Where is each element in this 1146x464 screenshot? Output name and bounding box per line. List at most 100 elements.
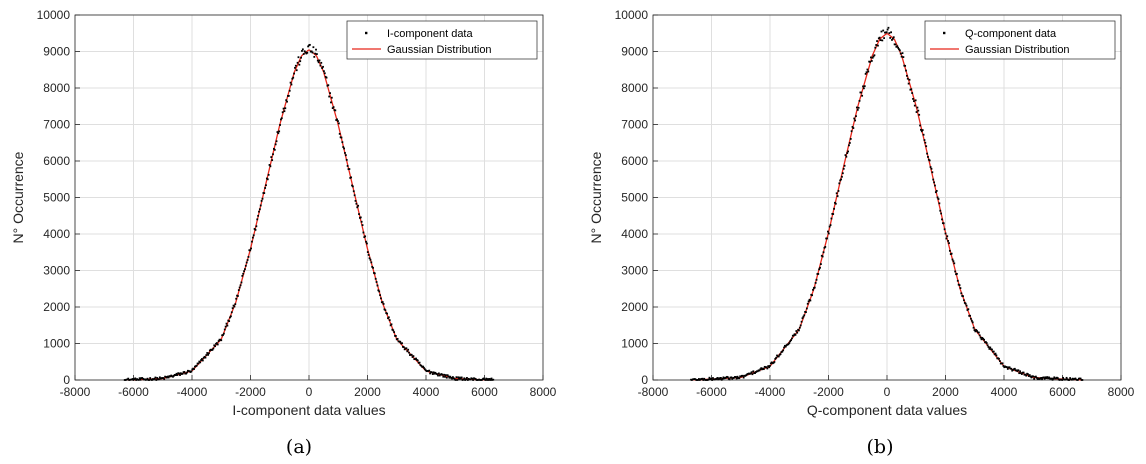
data-point	[956, 279, 959, 282]
data-point	[1013, 367, 1016, 370]
data-point	[838, 182, 841, 185]
data-point	[276, 131, 279, 133]
data-point	[805, 307, 808, 310]
x-tick-label: 0	[884, 385, 891, 399]
data-point	[319, 64, 322, 67]
data-point	[337, 120, 339, 122]
data-point	[812, 288, 814, 291]
data-point	[822, 251, 825, 254]
data-point	[321, 67, 324, 69]
data-point	[1077, 378, 1079, 381]
data-point	[282, 107, 285, 110]
data-point	[698, 378, 700, 380]
data-point	[252, 234, 255, 237]
data-point	[907, 82, 910, 85]
data-point	[913, 104, 916, 107]
data-point	[830, 217, 833, 220]
data-point	[1002, 365, 1005, 367]
data-point	[1024, 373, 1027, 376]
data-point	[719, 377, 722, 379]
data-point	[701, 377, 704, 380]
data-point	[162, 377, 165, 379]
y-tick-label: 4000	[43, 227, 70, 241]
data-point	[163, 378, 166, 381]
data-point	[904, 64, 907, 67]
data-point	[323, 72, 326, 75]
data-point	[330, 101, 332, 104]
data-point	[368, 257, 371, 260]
data-point	[365, 240, 367, 243]
data-point	[381, 301, 384, 303]
data-point	[721, 377, 724, 380]
data-point	[216, 343, 219, 346]
data-point	[927, 156, 929, 158]
data-point	[920, 128, 922, 131]
data-point	[734, 376, 737, 378]
data-point	[277, 132, 280, 135]
data-point	[862, 85, 864, 88]
data-point	[851, 126, 854, 128]
data-point	[438, 374, 441, 377]
data-point	[788, 342, 791, 344]
data-point	[869, 60, 871, 63]
data-point	[765, 366, 768, 369]
data-point	[246, 259, 249, 261]
data-point	[356, 206, 359, 209]
data-point	[487, 378, 489, 380]
data-point	[423, 366, 425, 369]
data-point	[261, 197, 264, 200]
data-point	[448, 376, 451, 379]
data-point	[300, 56, 302, 59]
data-point	[791, 337, 793, 340]
data-point	[230, 315, 232, 318]
data-point	[214, 345, 217, 348]
data-point	[833, 207, 835, 210]
data-point	[208, 352, 210, 355]
data-point	[405, 347, 408, 350]
data-point	[291, 77, 294, 80]
data-point	[280, 117, 283, 120]
data-point	[257, 214, 260, 217]
data-point	[1028, 374, 1031, 376]
data-point	[1006, 368, 1009, 370]
data-point	[415, 357, 417, 360]
chart-panel-b: -8000 -6000 -4000 -2000 0 2000 4000 6000 8000 0 10…	[588, 8, 1135, 458]
data-point	[371, 265, 374, 268]
data-point	[1018, 372, 1021, 375]
data-point	[430, 371, 433, 374]
data-point	[174, 374, 177, 376]
data-point	[1065, 376, 1068, 379]
data-point	[988, 348, 991, 350]
y-tick-label: 2000	[621, 300, 648, 314]
data-point	[226, 324, 229, 327]
data-point	[910, 88, 913, 91]
data-point	[720, 378, 723, 381]
data-point	[964, 302, 967, 305]
data-point	[396, 337, 399, 340]
data-point	[292, 76, 295, 79]
y-tick-label: 7000	[43, 118, 70, 132]
data-point	[1027, 375, 1030, 377]
data-point	[864, 72, 867, 75]
data-point	[296, 61, 299, 64]
data-point	[792, 334, 795, 337]
y-tick-label: 6000	[621, 154, 648, 168]
data-point	[230, 311, 233, 314]
data-point	[127, 377, 130, 380]
data-point	[1010, 367, 1013, 370]
data-point	[916, 106, 919, 109]
data-point	[998, 357, 1000, 360]
data-point	[442, 375, 445, 378]
data-point	[888, 32, 891, 34]
data-point	[158, 378, 160, 381]
data-point	[1034, 375, 1037, 378]
data-point	[436, 373, 439, 376]
data-point	[451, 377, 453, 380]
data-point	[1017, 369, 1020, 372]
data-point	[307, 45, 310, 48]
data-point	[994, 352, 997, 355]
data-point	[306, 51, 309, 54]
data-point	[896, 45, 899, 48]
data-point	[393, 331, 396, 334]
data-point	[1070, 378, 1073, 381]
